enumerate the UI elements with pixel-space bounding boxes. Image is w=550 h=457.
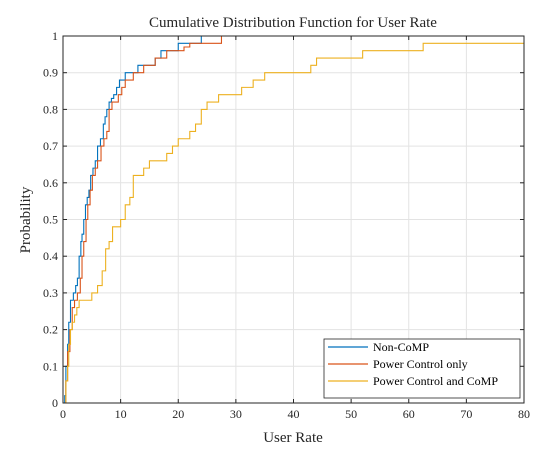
y-tick-label: 0.7 [43, 139, 58, 153]
y-tick-label: 0.6 [43, 176, 58, 190]
x-axis-ticks: 0 10 20 30 40 50 60 70 80 [60, 36, 530, 421]
x-axis-label: User Rate [263, 430, 323, 446]
y-tick-label: 0.4 [43, 249, 58, 263]
y-tick-label: 1 [52, 29, 58, 43]
legend-label: Non-CoMP [373, 340, 429, 354]
y-tick-label: 0.3 [43, 286, 58, 300]
y-axis-ticks: 0 0.1 0.2 0.3 0.4 0.5 0.6 0.7 0.8 0.9 1 [43, 29, 524, 410]
x-tick-label: 30 [230, 407, 242, 421]
y-tick-label: 0.2 [43, 323, 58, 337]
legend: Non-CoMP Power Control only Power Control … [323, 338, 521, 399]
legend-label: Power Control and CoMP [373, 374, 498, 388]
x-tick-label: 60 [403, 407, 415, 421]
series-lines [63, 36, 524, 404]
y-tick-label: 0.1 [43, 359, 58, 373]
y-tick-label: 0.9 [43, 66, 58, 80]
x-tick-label: 40 [288, 407, 300, 421]
y-tick-label: 0.8 [43, 102, 58, 116]
series-line-3 [63, 42, 524, 404]
legend-box [323, 338, 521, 399]
y-tick-label: 0.5 [43, 213, 58, 227]
y-tick-label: 0 [52, 396, 58, 410]
x-tick-label: 80 [518, 407, 530, 421]
chart-title: Cumulative Distribution Function for Use… [149, 15, 437, 31]
y-axis-label: Probability [18, 186, 34, 253]
x-tick-label: 0 [60, 407, 66, 421]
x-tick-label: 10 [115, 407, 127, 421]
x-tick-label: 20 [172, 407, 184, 421]
legend-label: Power Control only [373, 357, 468, 371]
x-tick-label: 50 [345, 407, 357, 421]
series-line-2 [63, 36, 223, 404]
x-tick-label: 70 [460, 407, 472, 421]
